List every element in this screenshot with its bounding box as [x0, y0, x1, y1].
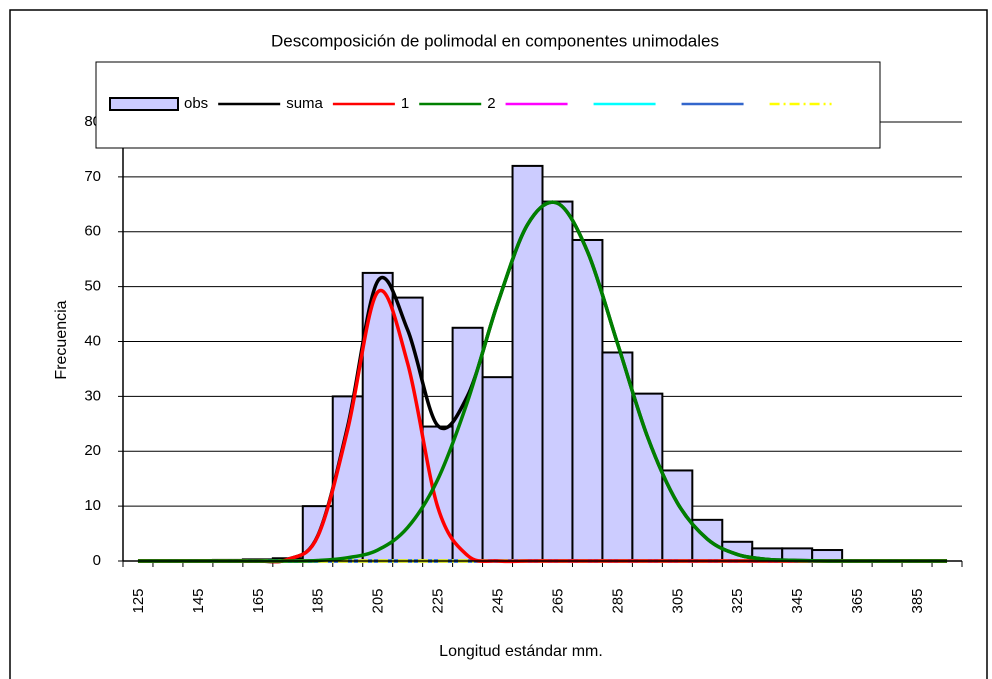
x-tick-label: 145: [190, 588, 207, 613]
y-tick-label: 50: [84, 278, 101, 295]
bar: [571, 238, 604, 562]
x-tick-label: 185: [310, 588, 327, 613]
x-tick-label: 385: [909, 588, 926, 613]
y-tick-label: 10: [84, 497, 101, 514]
x-tick-label: 205: [370, 588, 387, 613]
y-tick-label: 20: [84, 442, 101, 459]
x-tick-label: 305: [669, 588, 686, 613]
x-tick-label: 225: [430, 588, 447, 613]
y-tick-label: 60: [84, 223, 101, 240]
x-tick-label: 265: [549, 588, 566, 613]
x-tick-label: 245: [490, 588, 507, 613]
legend-swatch: [109, 97, 179, 111]
bar: [421, 425, 454, 562]
y-tick-label: 30: [84, 387, 101, 404]
x-tick-label: 285: [609, 588, 626, 613]
legend: obs suma 1 2: [95, 61, 881, 149]
legend-label: obs: [184, 95, 208, 112]
bar: [631, 392, 664, 562]
chart-title: Descomposición de polimodal en component…: [271, 31, 719, 50]
legend-label: 1: [401, 95, 409, 112]
x-tick-label: 365: [849, 588, 866, 613]
bar: [601, 351, 634, 562]
x-tick-label: 165: [250, 588, 267, 613]
legend-label: suma: [286, 95, 323, 112]
legend-label: 2: [487, 95, 495, 112]
bar: [481, 376, 514, 563]
x-tick-label: 345: [789, 588, 806, 613]
x-axis-title: Longitud estándar mm.: [439, 643, 603, 660]
y-tick-label: 0: [93, 552, 101, 569]
bar: [541, 200, 574, 562]
x-tick-label: 325: [729, 588, 746, 613]
y-tick-label: 70: [84, 168, 101, 185]
x-tick-label: 125: [130, 588, 147, 613]
y-tick-label: 40: [84, 332, 101, 349]
y-axis-title: Frecuencia: [53, 300, 70, 379]
bar: [391, 296, 424, 562]
